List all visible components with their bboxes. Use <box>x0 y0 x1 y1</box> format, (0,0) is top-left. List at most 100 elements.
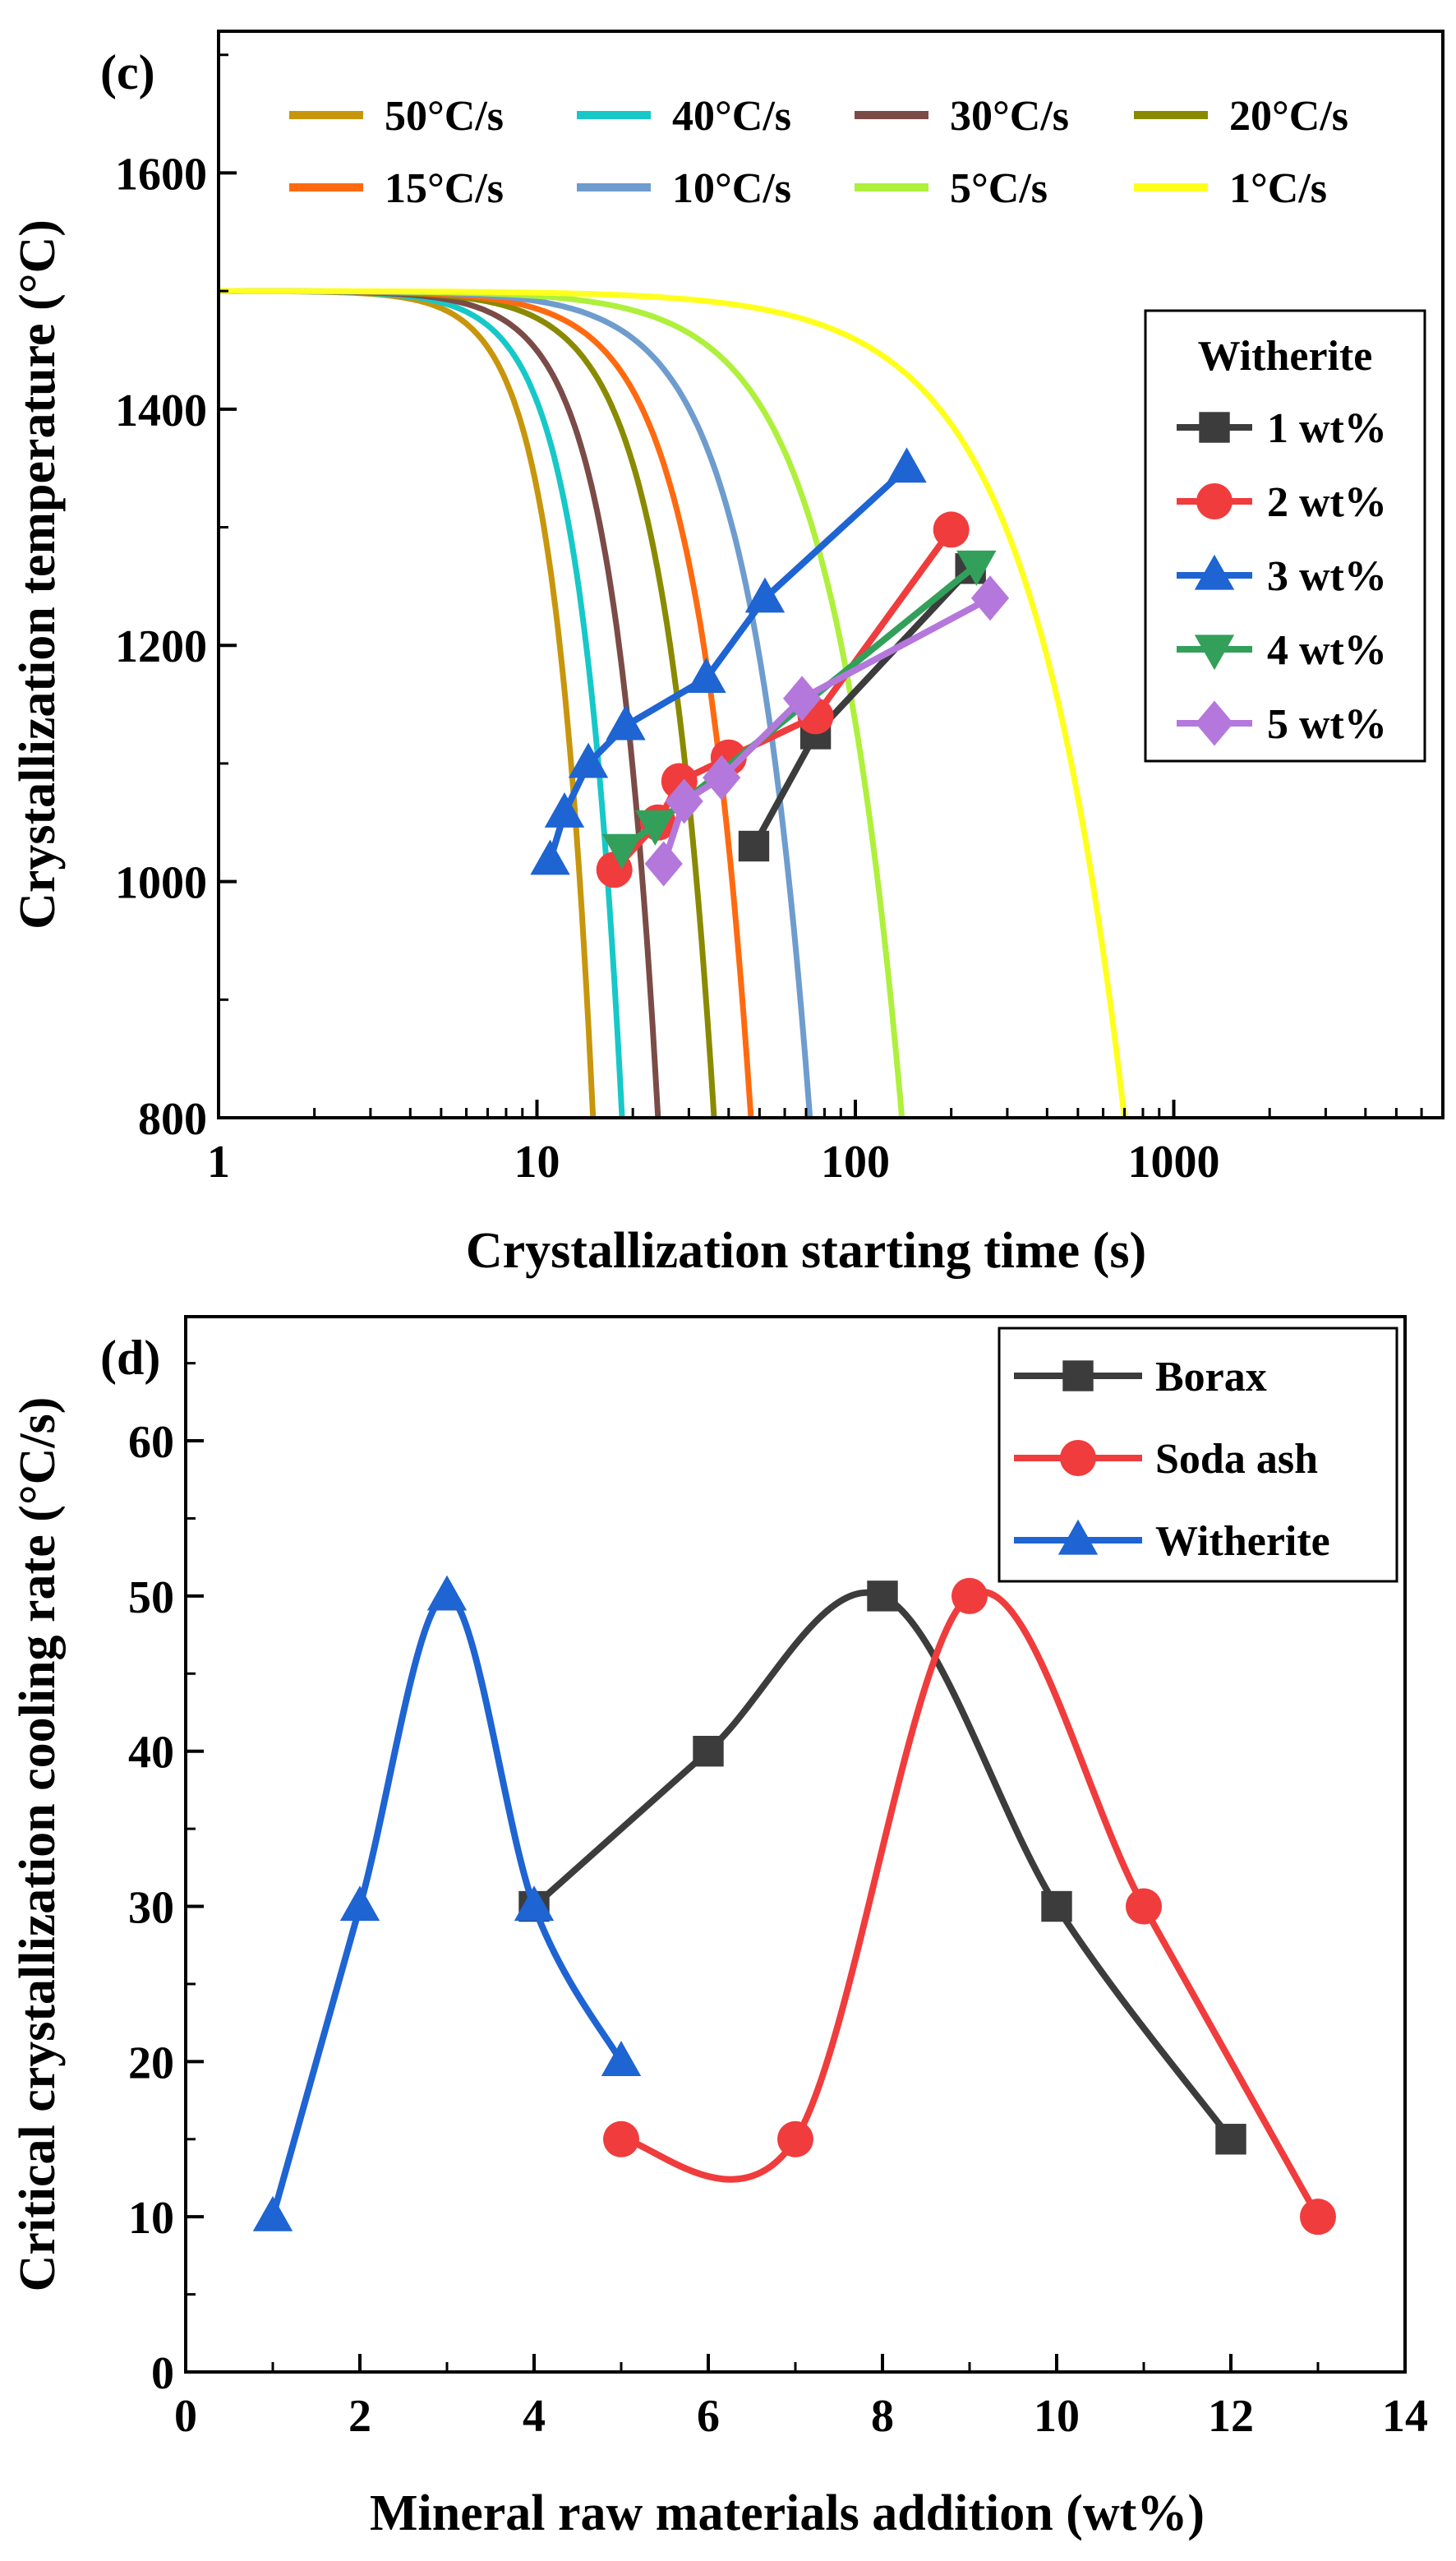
data-point <box>1300 2199 1336 2236</box>
legend-label: Soda ash <box>1155 1436 1318 1483</box>
data-point <box>568 742 609 778</box>
x-tick-label: 1 <box>207 1137 230 1188</box>
data-point <box>426 1575 468 1611</box>
data-point <box>339 1885 380 1922</box>
data-point <box>744 577 786 613</box>
witherite-legend: Witherite 1 wt% 2 wt% 3 wt% 4 wt% 5 wt% <box>1144 309 1426 763</box>
y-tick-label: 30 <box>128 1883 174 1934</box>
legend-label: 20°C/s <box>1229 93 1348 140</box>
data-point <box>635 810 675 846</box>
x-tick-label: 100 <box>821 1137 890 1188</box>
legend-label: 15°C/s <box>385 165 504 212</box>
panel-d-legend: Borax Soda ash Witherite <box>998 1327 1398 1583</box>
cooling-curve-10 <box>219 288 813 1118</box>
legend-label: 30°C/s <box>950 93 1069 140</box>
data-point <box>1041 1890 1072 1922</box>
legend-marker <box>1194 634 1235 671</box>
y-axis-title: Critical crystallization cooling rate (°… <box>10 1397 66 2292</box>
x-tick-label: 6 <box>697 2391 720 2442</box>
legend-label: Borax <box>1155 1354 1267 1400</box>
legend-label: 5 wt% <box>1267 701 1387 748</box>
y-tick-label: 10 <box>128 2193 174 2244</box>
cooling-curve-20 <box>219 288 717 1118</box>
legend-marker <box>1199 412 1230 443</box>
data-point <box>686 658 726 694</box>
y-tick-label: 1600 <box>115 149 207 200</box>
data-point <box>601 2041 642 2076</box>
data-point <box>514 1885 555 1922</box>
data-point <box>703 754 741 801</box>
legend-label: 1 wt% <box>1267 405 1387 452</box>
cooling-curves <box>219 288 1127 1118</box>
x-tick-label: 4 <box>523 2391 546 2442</box>
y-tick-label: 20 <box>128 2037 174 2088</box>
data-point <box>956 550 997 586</box>
legend-label: 40°C/s <box>672 93 791 140</box>
x-tick-label: 10 <box>514 1137 560 1188</box>
legend-marker <box>1194 554 1235 590</box>
panel-c-frame <box>217 30 1444 1119</box>
legend-label: 2 wt% <box>1267 479 1387 526</box>
y-axis-title: Crystallization temperature (°C) <box>10 219 66 930</box>
legend-marker <box>1060 1440 1096 1476</box>
series-line <box>750 566 974 848</box>
legend-label: 10°C/s <box>672 165 791 212</box>
legend-marker <box>1062 1360 1094 1391</box>
cooling-curve-1 <box>219 288 1127 1118</box>
legend-label: 1°C/s <box>1229 165 1327 212</box>
legend-box <box>1144 309 1426 763</box>
legend-title: Witherite <box>1198 333 1373 380</box>
panel-label-c: (c) <box>100 45 155 99</box>
data-point <box>644 841 683 887</box>
data-point <box>933 511 970 548</box>
x-tick-label: 14 <box>1382 2391 1428 2442</box>
legend-label: 4 wt% <box>1267 627 1387 674</box>
x-tick-label: 2 <box>348 2391 371 2442</box>
x-tick-label: 12 <box>1208 2391 1254 2442</box>
x-tick-label: 10 <box>1034 2391 1080 2442</box>
data-point <box>530 839 570 875</box>
x-axis-title: Mineral raw materials addition (wt%) <box>370 2485 1205 2541</box>
data-point <box>1126 1888 1162 1925</box>
legend-label: 50°C/s <box>385 93 504 140</box>
data-point <box>783 676 822 722</box>
data-point <box>867 1580 898 1612</box>
legend-marker <box>1196 483 1233 519</box>
cooling-curve-50 <box>219 288 597 1118</box>
panel-c: 800 1000 1200 1400 1600 1 10 100 1000 Crystalliza… <box>10 30 1444 1279</box>
y-tick-label: 800 <box>138 1094 207 1145</box>
witherite-series <box>530 447 1010 888</box>
y-tick-label: 50 <box>128 1572 174 1623</box>
data-point <box>601 833 643 870</box>
legend-marker <box>1057 1519 1099 1555</box>
legend-marker <box>1195 700 1234 746</box>
panel-label-d: (d) <box>100 1331 160 1385</box>
x-tick-label: 0 <box>174 2391 197 2442</box>
cooling-curve-15 <box>219 288 754 1118</box>
x-tick-label: 1000 <box>1128 1137 1220 1188</box>
legend-label: 5°C/s <box>950 165 1048 212</box>
y-tick-label: 1400 <box>115 385 207 436</box>
data-point <box>603 2120 639 2157</box>
y-tick-label: 40 <box>128 1728 174 1779</box>
data-point <box>951 1577 988 1614</box>
panel-d: 0 10 20 30 40 50 60 0 2 4 6 8 10 12 14 Mineral raw mate… <box>10 1315 1428 2541</box>
x-axis-title: Crystallization starting time (s) <box>466 1223 1146 1279</box>
y-tick-label: 1000 <box>115 858 207 909</box>
data-point <box>1215 2124 1246 2155</box>
data-point <box>887 447 927 483</box>
data-point <box>693 1736 724 1767</box>
x-tick-label: 8 <box>871 2391 894 2442</box>
data-point <box>252 2195 293 2231</box>
y-tick-label: 0 <box>151 2348 174 2399</box>
series-line <box>620 1589 1321 2219</box>
cooling-curve-40 <box>219 288 625 1118</box>
data-point <box>544 791 585 828</box>
data-point <box>970 575 1010 621</box>
series-line <box>270 1592 624 2218</box>
y-tick-label: 60 <box>128 1417 174 1468</box>
data-point <box>606 704 646 741</box>
legend-label: Witherite <box>1155 1518 1330 1565</box>
cooling-legend: 50°C/s 40°C/s 30°C/s 20°C/s 15°C/s 10°C/s 5°C/… <box>289 93 1348 212</box>
